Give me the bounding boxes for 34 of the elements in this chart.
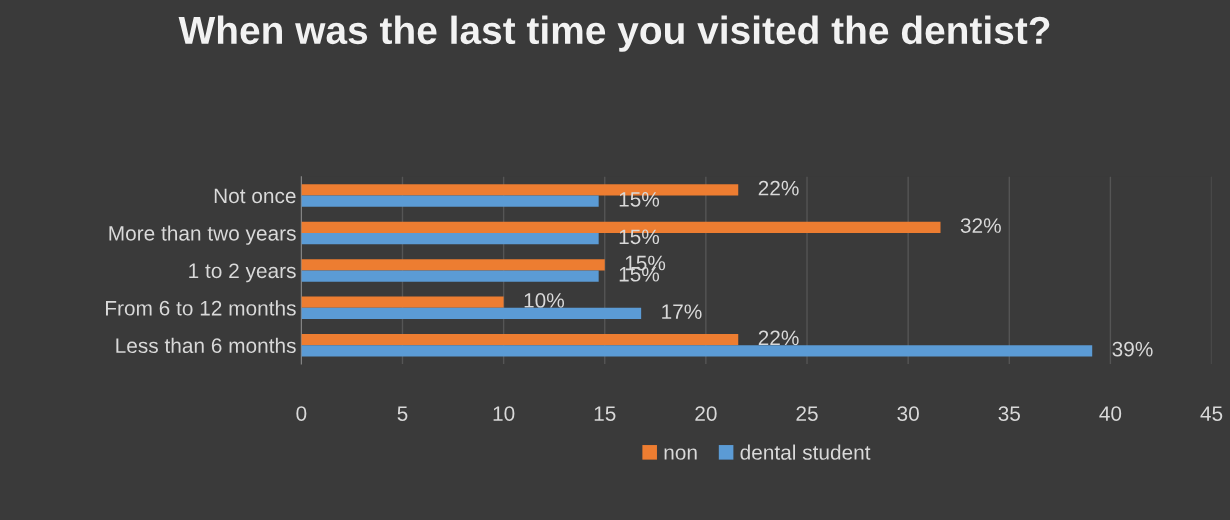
x-tick-label: 25 [796,406,818,421]
x-tick-label: 40 [1099,406,1122,421]
bar [301,259,605,271]
data-label: 15% [619,192,660,207]
data-label: 22% [758,180,799,196]
data-label: 15% [619,229,660,245]
x-tick-label: 15 [594,406,616,421]
data-label: 39% [1112,341,1153,357]
y-tick-label: Not once [214,188,296,204]
x-tick-label: 5 [397,406,408,421]
y-tick-label: More than two years [109,225,296,245]
x-tick-label: 10 [493,406,515,421]
x-tick-label: 45 [1200,406,1223,421]
x-tick-label: 20 [695,406,717,421]
bar [301,195,599,207]
legend-label: dental student [740,444,871,460]
data-label: 32% [960,218,1001,233]
x-tick-label: 35 [998,406,1020,421]
legend-label: non [664,448,697,460]
bar [301,232,599,245]
bar [301,296,504,308]
chart-title: When was the last time you visited the dentist? [178,15,1050,52]
data-label: 22% [758,330,799,346]
y-tick-label: From 6 to 12 months [106,300,296,316]
bar [301,334,739,346]
data-label: 17% [662,304,702,319]
data-label: 10% [524,293,565,308]
x-tick-label: 0 [296,406,307,421]
bar [301,307,642,320]
bar [301,345,1093,357]
x-tick-label: 30 [897,406,919,421]
bar [301,270,599,282]
y-tick-label: Less than 6 months [116,337,296,354]
y-tick-label: 1 to 2 years [189,263,296,283]
